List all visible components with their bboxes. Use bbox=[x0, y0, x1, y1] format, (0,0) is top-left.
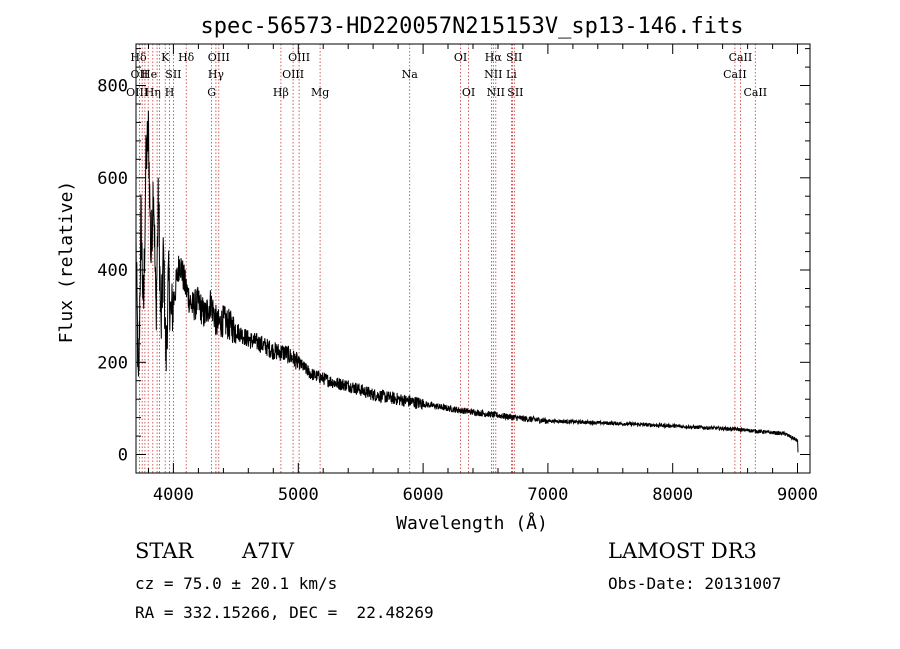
spectral-line-label: Hη bbox=[145, 86, 161, 99]
y-tick-label: 400 bbox=[97, 261, 128, 281]
spectral-line-label: CaII bbox=[723, 68, 747, 81]
spectral-line-label: Hα bbox=[485, 51, 503, 64]
spectral-line-label: NII bbox=[487, 86, 505, 99]
axis-ticks: 4000 5000 6000 7000 8000 9000 0 200 400 600 800 bbox=[97, 44, 818, 505]
coordinates: RA = 332.15266, DEC = 22.48269 bbox=[135, 603, 434, 622]
spectrum-line bbox=[135, 110, 799, 453]
spectral-line-label: SII bbox=[506, 51, 522, 64]
spectral-line-label: SII bbox=[165, 68, 181, 81]
chart-title: spec-56573-HD220057N215153V_sp13-146.fit… bbox=[200, 14, 743, 39]
spectral-line-labels: Hδ OII OIII He Hη K SII H Hδ OIII Hγ G OIII OIII Hβ Mg N… bbox=[126, 51, 767, 99]
x-tick-label: 7000 bbox=[527, 485, 568, 505]
x-tick-label: 6000 bbox=[403, 485, 444, 505]
y-tick-label: 200 bbox=[97, 353, 128, 373]
y-tick-label: 800 bbox=[97, 77, 128, 97]
spectral-line-label: SII bbox=[507, 86, 523, 99]
object-class: STAR bbox=[135, 539, 194, 563]
object-subclass: A7IV bbox=[242, 539, 294, 563]
spectral-line-label: OIII bbox=[282, 68, 304, 81]
spectral-line-label: NII bbox=[484, 68, 502, 81]
y-tick-label: 600 bbox=[97, 169, 128, 189]
plot-frame bbox=[135, 43, 811, 474]
spectral-line-label: CaII bbox=[743, 86, 767, 99]
spectral-line-label: G bbox=[207, 86, 216, 99]
spectral-line-label: Li bbox=[506, 68, 517, 81]
x-tick-label: 4000 bbox=[153, 485, 194, 505]
x-tick-label: 9000 bbox=[777, 485, 818, 505]
spectral-line-label: OII bbox=[131, 68, 149, 81]
obs-date: Obs-Date: 20131007 bbox=[608, 574, 782, 593]
spectral-line-label: OIII bbox=[208, 51, 230, 64]
redshift-value: cz = 75.0 ± 20.1 km/s bbox=[135, 574, 338, 593]
spectral-line-label: Hβ bbox=[273, 86, 289, 99]
spectral-line-label: Hδ bbox=[178, 51, 195, 64]
spectral-line-label: OIII bbox=[126, 86, 148, 99]
survey-name: LAMOST DR3 bbox=[608, 539, 757, 563]
y-axis-label: Flux (relative) bbox=[56, 181, 77, 344]
spectral-line-label: Na bbox=[402, 68, 419, 81]
x-axis-label: Wavelength (Å) bbox=[396, 512, 548, 534]
x-tick-label: 8000 bbox=[652, 485, 693, 505]
spectral-line-label: OI bbox=[462, 86, 475, 99]
spectral-line-label: Hδ bbox=[130, 51, 147, 64]
spectral-line-label: CaII bbox=[729, 51, 753, 64]
spectral-line-label: He bbox=[141, 68, 157, 81]
spectral-line-label: Hγ bbox=[208, 68, 225, 81]
spectral-line-label: K bbox=[161, 51, 170, 64]
spectral-line-markers bbox=[138, 44, 756, 473]
spectral-line-label: Mg bbox=[311, 86, 329, 99]
y-tick-label: 0 bbox=[118, 446, 128, 466]
x-tick-label: 5000 bbox=[278, 485, 319, 505]
spectral-line-label: OI bbox=[454, 51, 467, 64]
spectral-line-label: OIII bbox=[288, 51, 310, 64]
spectral-line-label: H bbox=[165, 86, 175, 99]
